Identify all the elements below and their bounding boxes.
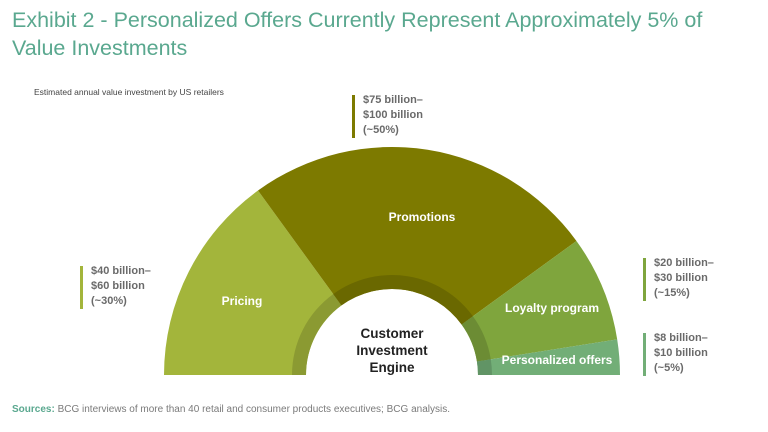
annotation-line: $30 billion <box>654 272 708 284</box>
center-label-line-2: Investment <box>356 343 428 358</box>
annotation-line: $60 billion <box>91 280 145 292</box>
center-label-line-1: Customer <box>360 326 424 341</box>
source-text: BCG interviews of more than 40 retail an… <box>54 404 450 415</box>
annotation-line: $75 billion– <box>363 94 423 106</box>
chart-subtitle: Estimated annual value investment by US … <box>34 87 224 97</box>
segment-promotions <box>257 147 577 325</box>
segment-label-personalized-offers: Personalized offers <box>502 353 613 367</box>
ring-loyalty-program <box>461 316 491 362</box>
annotation-line: (~15%) <box>654 287 690 299</box>
annotation-line: (~30%) <box>91 295 127 307</box>
annotation-line: $100 billion <box>363 109 423 121</box>
annotation-bar <box>643 258 646 301</box>
annotation-line: $8 billion– <box>654 332 708 344</box>
segment-pricing <box>164 190 342 375</box>
chart-segments <box>164 147 620 375</box>
center-label-line-3: Engine <box>369 360 414 375</box>
segment-label-promotions: Promotions <box>389 210 456 224</box>
ring-personalized-offers <box>476 359 492 375</box>
segment-loyalty-program <box>461 240 618 362</box>
annotation-line: (~5%) <box>654 362 684 374</box>
annotation-line: $40 billion– <box>91 265 151 277</box>
annotation-bar <box>643 333 646 376</box>
source-note: Sources: BCG interviews of more than 40 … <box>12 404 450 415</box>
annotation-line: (~50%) <box>363 124 399 136</box>
annotation-line: $20 billion– <box>654 257 714 269</box>
annotation-bar <box>80 266 83 309</box>
segment-label-pricing: Pricing <box>222 294 263 308</box>
source-label: Sources: <box>12 404 55 415</box>
ring-pricing <box>292 294 342 375</box>
segment-label-loyalty-program: Loyalty program <box>505 301 599 315</box>
annotation-bar <box>352 95 355 138</box>
ring-promotions <box>333 274 473 325</box>
inner-ring <box>292 274 492 375</box>
segment-personalized-offers <box>476 339 620 375</box>
segment-labels: Pricing Promotions Loyalty program Personal… <box>222 210 613 367</box>
page-title: Exhibit 2 - Personalized Offers Currentl… <box>12 8 703 60</box>
annotation-line: $10 billion <box>654 347 708 359</box>
